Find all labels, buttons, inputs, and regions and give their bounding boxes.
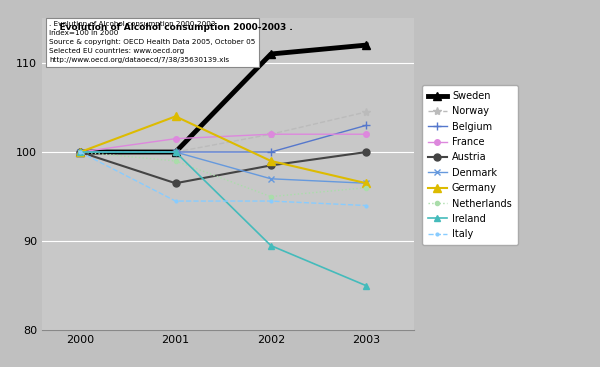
Germany xyxy=(268,159,275,163)
Line: Ireland: Ireland xyxy=(77,149,370,289)
Italy xyxy=(363,203,370,208)
Belgium xyxy=(363,123,370,127)
Line: Italy: Italy xyxy=(77,149,369,208)
Denmark xyxy=(77,150,84,154)
Netherlands xyxy=(172,159,179,163)
Legend: Sweden, Norway, Belgium, France, Austria, Denmark, Germany, Netherlands, Ireland: Sweden, Norway, Belgium, France, Austria… xyxy=(422,85,518,245)
France xyxy=(268,132,275,137)
Norway xyxy=(77,150,84,154)
Netherlands xyxy=(363,185,370,190)
Line: Norway: Norway xyxy=(76,108,370,156)
Ireland xyxy=(172,150,179,154)
Belgium xyxy=(77,150,84,154)
France xyxy=(77,150,84,154)
Line: France: France xyxy=(77,131,369,155)
Netherlands xyxy=(268,195,275,199)
Sweden xyxy=(172,150,179,154)
Norway xyxy=(268,132,275,137)
France xyxy=(363,132,370,137)
Belgium xyxy=(268,150,275,154)
Austria xyxy=(172,181,179,185)
Denmark xyxy=(172,150,179,154)
Sweden xyxy=(363,43,370,47)
Sweden xyxy=(268,52,275,56)
Line: Germany: Germany xyxy=(76,112,370,188)
Italy xyxy=(77,150,84,154)
Austria xyxy=(363,150,370,154)
France xyxy=(172,137,179,141)
Line: Denmark: Denmark xyxy=(77,149,370,187)
Netherlands xyxy=(77,150,84,154)
Ireland xyxy=(77,150,84,154)
Italy xyxy=(268,199,275,203)
Line: Sweden: Sweden xyxy=(76,41,370,156)
Austria xyxy=(77,150,84,154)
Ireland xyxy=(268,243,275,248)
Italy xyxy=(172,199,179,203)
Text: . Evolution of Alcohol consumption 2000-2003 .
Index=100 in 2000
Source & copyri: . Evolution of Alcohol consumption 2000-… xyxy=(49,22,256,63)
Norway xyxy=(172,150,179,154)
Denmark xyxy=(363,181,370,185)
Germany xyxy=(363,181,370,185)
Norway xyxy=(363,110,370,114)
Line: Netherlands: Netherlands xyxy=(78,150,368,199)
Austria xyxy=(268,163,275,168)
Ireland xyxy=(363,284,370,288)
Belgium xyxy=(172,150,179,154)
Denmark xyxy=(268,177,275,181)
Germany xyxy=(172,114,179,119)
Line: Belgium: Belgium xyxy=(76,121,370,156)
Line: Austria: Austria xyxy=(77,149,370,187)
Sweden xyxy=(77,150,84,154)
Text: . Evolution of Alcohol consumption 2000-2003 .: . Evolution of Alcohol consumption 2000-… xyxy=(53,23,293,32)
Germany xyxy=(77,150,84,154)
